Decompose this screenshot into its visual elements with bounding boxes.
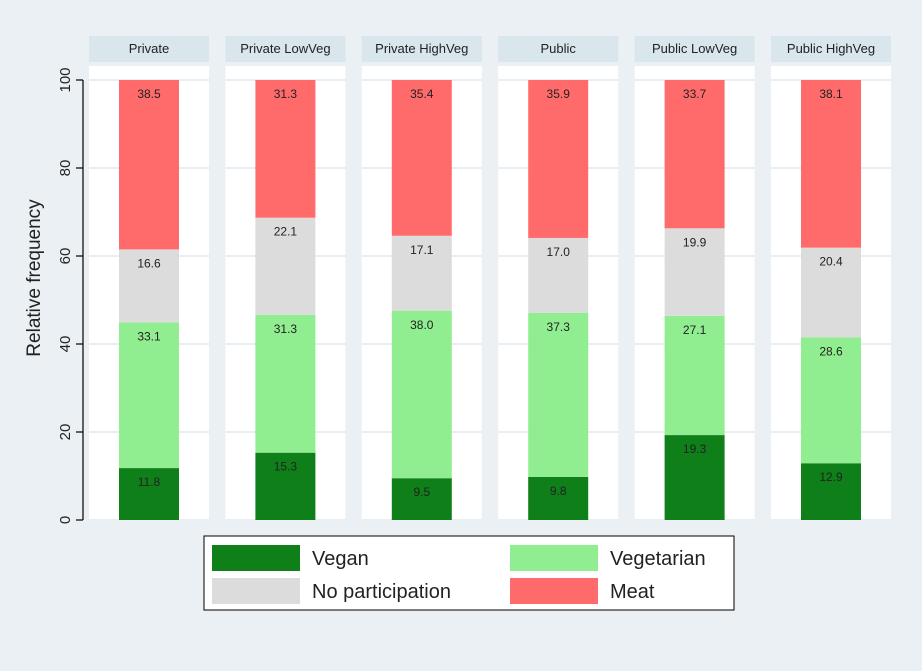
chart-panel: Private 11.8 33.1 16.6 38.5 <box>89 36 209 521</box>
data-label: 35.9 <box>547 87 571 101</box>
data-label: 22.1 <box>274 225 298 239</box>
data-label: 38.1 <box>819 87 843 101</box>
bar-segment-vegetarian <box>528 312 589 477</box>
chart-panel: Private HighVeg 9.5 38.0 17.1 35.4 <box>361 36 482 521</box>
panel-title: Private HighVeg <box>375 41 468 56</box>
panel-header <box>89 36 209 62</box>
bar-segment-meat <box>255 80 316 218</box>
data-label: 27.1 <box>683 323 707 337</box>
panel-header <box>634 36 755 62</box>
panel-title: Public <box>540 41 576 56</box>
bar-segment-vegan <box>801 463 861 520</box>
y-axis: 0 20 40 60 80 100 Relative frequency <box>24 67 84 524</box>
data-label: 19.3 <box>683 442 707 456</box>
data-label: 11.8 <box>138 475 161 489</box>
bar-segment-vegan <box>391 478 452 520</box>
bar-segment-no-participation <box>119 249 179 323</box>
data-label: 35.4 <box>410 87 434 101</box>
bar-segment-vegan <box>255 452 316 520</box>
bar-segment-vegan <box>119 468 179 520</box>
data-label: 31.3 <box>274 87 298 101</box>
data-label: 20.4 <box>819 255 843 269</box>
bar-segment-meat <box>119 80 179 250</box>
data-label: 17.1 <box>410 243 434 257</box>
bar-segment-meat <box>528 80 589 238</box>
y-tick-label: 60 <box>57 248 74 265</box>
legend-label: Vegetarian <box>610 548 706 570</box>
bar-segment-no-participation <box>391 235 452 311</box>
bar-segment-vegan <box>664 435 725 520</box>
data-label: 28.6 <box>819 344 843 358</box>
bar-segment-vegetarian <box>391 311 452 479</box>
data-label: 16.6 <box>137 256 161 270</box>
chart-panel: Public 9.8 37.3 17.0 35.9 <box>498 36 619 521</box>
data-label: 19.9 <box>683 235 707 249</box>
bar-segment-vegetarian <box>801 337 861 464</box>
legend-label: Vegan <box>312 548 369 570</box>
panel-header <box>498 36 619 62</box>
panel-header <box>361 36 482 62</box>
legend-swatch <box>510 545 598 571</box>
bar-segment-meat <box>801 80 861 248</box>
data-label: 15.3 <box>274 460 298 474</box>
y-tick-label: 0 <box>57 516 74 524</box>
chart-panel: Public HighVeg 12.9 28.6 20.4 38.1 <box>771 36 891 521</box>
data-label: 17.0 <box>547 245 571 259</box>
y-tick-label: 80 <box>57 160 74 177</box>
legend-swatch <box>212 545 300 571</box>
bar-segment-meat <box>391 80 452 236</box>
panel-title: Private <box>129 41 169 56</box>
bar-segment-meat <box>664 80 725 229</box>
y-tick-label: 40 <box>57 336 74 353</box>
legend-swatch <box>510 578 598 604</box>
chart-panel: Public LowVeg 19.3 27.1 19.9 33.7 <box>634 36 755 521</box>
y-tick-label: 100 <box>57 67 74 92</box>
y-axis-title: Relative frequency <box>24 199 45 357</box>
legend-label: Meat <box>610 581 655 603</box>
bar-segment-no-participation <box>801 247 861 338</box>
data-label: 33.7 <box>683 87 707 101</box>
panel-header <box>771 36 891 62</box>
y-tick-label: 20 <box>57 424 74 441</box>
data-label: 9.5 <box>413 485 430 499</box>
data-label: 9.8 <box>550 484 567 498</box>
data-label: 31.3 <box>274 322 298 336</box>
bar-segment-vegetarian <box>255 314 316 453</box>
panel-title: Private LowVeg <box>240 41 330 56</box>
bar-segment-vegan <box>528 476 589 520</box>
panels-layer: Private 11.8 33.1 16.6 38.5 Private LowVeg 15.… <box>89 36 891 521</box>
legend: Vegan Vegetarian No participation Meat <box>203 535 735 611</box>
bar-segment-vegetarian <box>664 315 725 436</box>
data-label: 38.0 <box>410 318 434 332</box>
data-label: 33.1 <box>137 329 161 343</box>
chart-panel: Private LowVeg 15.3 31.3 22.1 31.3 <box>225 36 346 521</box>
panel-header <box>225 36 346 62</box>
bar-segment-no-participation <box>664 228 725 316</box>
bar-segment-no-participation <box>255 217 316 315</box>
legend-label: No participation <box>312 581 451 603</box>
legend-swatch <box>212 578 300 604</box>
bar-segment-vegetarian <box>119 322 179 469</box>
bar-segment-no-participation <box>528 237 589 313</box>
data-label: 38.5 <box>137 87 161 101</box>
data-label: 37.3 <box>547 320 571 334</box>
data-label: 12.9 <box>819 470 843 484</box>
panel-title: Public HighVeg <box>787 41 875 56</box>
panel-title: Public LowVeg <box>652 41 737 56</box>
